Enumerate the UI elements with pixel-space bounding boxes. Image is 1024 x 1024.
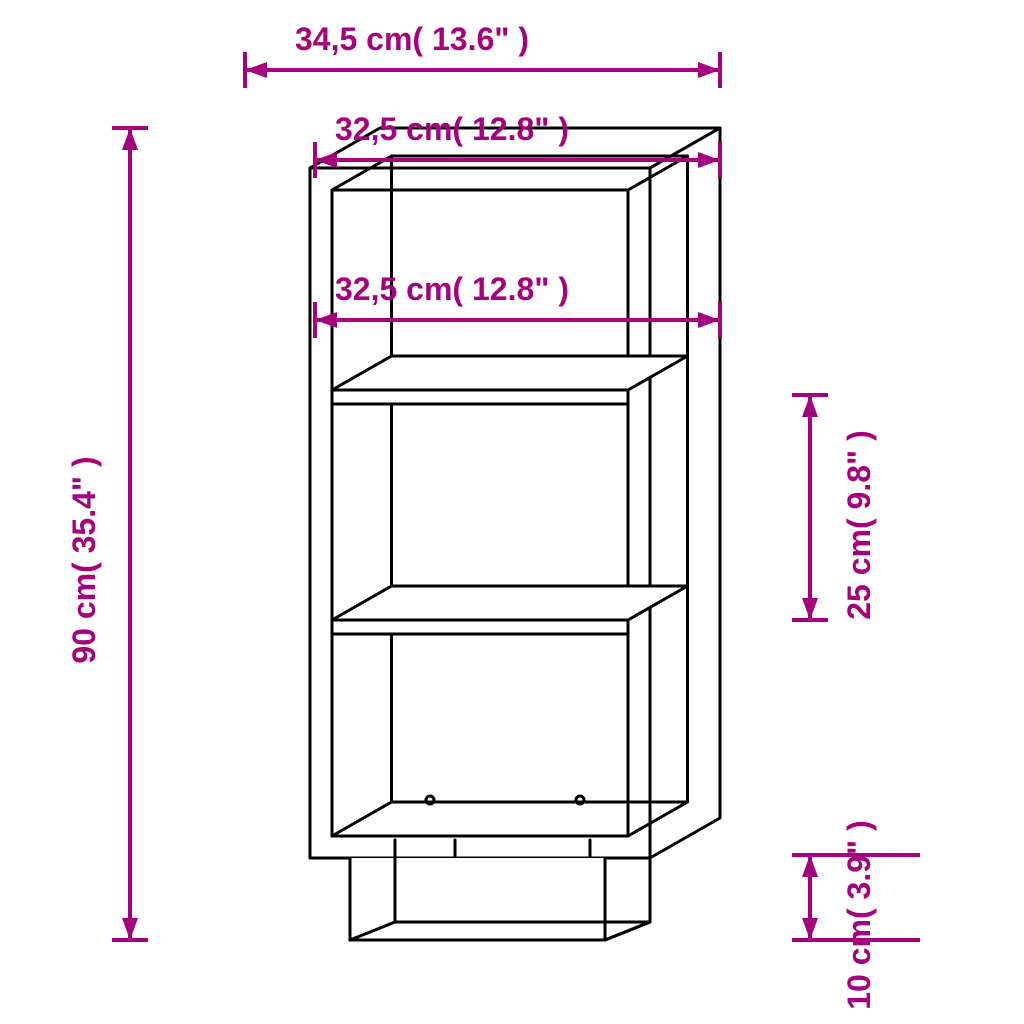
dimension-shelf_gap: 25 cm( 9.8" )	[792, 395, 877, 620]
dimension-height_total: 90 cm( 35.4" )	[66, 128, 148, 940]
dimension-label: 10 cm( 3.9" )	[841, 820, 877, 1009]
dimension-label: 25 cm( 9.8" )	[841, 430, 877, 619]
dimension-label: 32,5 cm( 12.8" )	[335, 271, 569, 307]
dimension-width_outer: 34,5 cm( 13.6" )	[245, 21, 720, 88]
dimension-label: 90 cm( 35.4" )	[66, 456, 102, 663]
dimension-leg_height: 10 cm( 3.9" )	[792, 820, 877, 1009]
dimension-label: 34,5 cm( 13.6" )	[295, 21, 529, 57]
dimension-label: 32,5 cm( 12.8" )	[335, 111, 569, 147]
